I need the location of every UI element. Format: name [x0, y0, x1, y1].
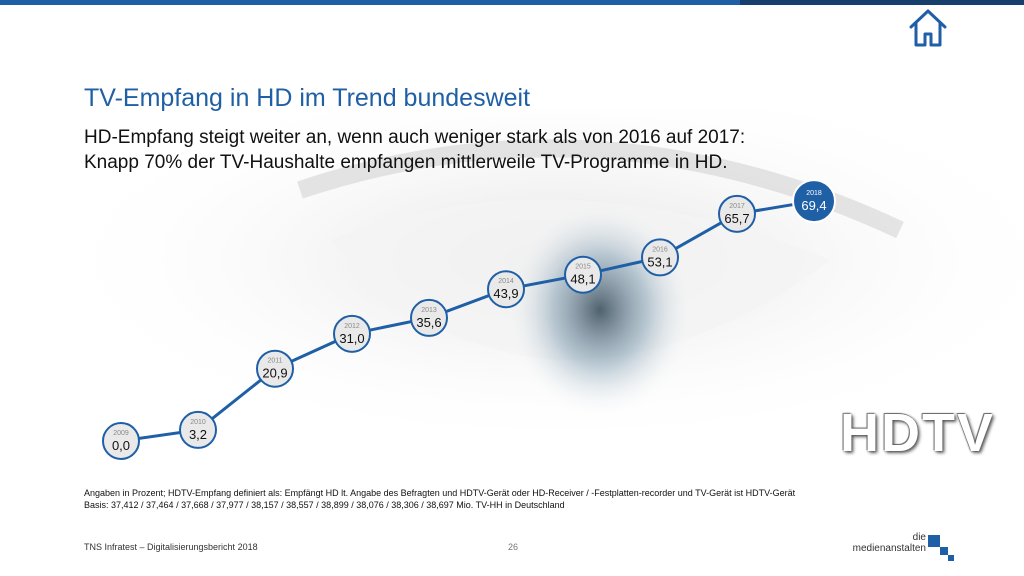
subtitle-line-1: HD-Empfang steigt weiter an, wenn auch w… — [84, 127, 746, 148]
data-point-2017 — [718, 194, 756, 233]
footer-source: TNS Infratest – Digitalisierungsbericht … — [84, 542, 258, 552]
value-label-2009: 0,0 — [112, 438, 130, 453]
data-point-2011 — [256, 349, 294, 388]
chart-note: Angaben in Prozent; HDTV-Empfang definie… — [84, 487, 795, 511]
value-label-2017: 65,7 — [724, 211, 749, 226]
slide-subtitle: HD-Empfang steigt weiter an, wenn auch w… — [84, 125, 745, 175]
top-accent-bar-dark — [740, 0, 1024, 5]
home-icon[interactable] — [906, 6, 950, 50]
value-label-2016: 53,1 — [647, 254, 672, 269]
year-label-2010: 2010 — [190, 419, 206, 426]
value-label-2015: 48,1 — [570, 272, 595, 287]
subtitle-line-2: Knapp 70% der TV-Haushalte empfangen mit… — [84, 152, 728, 173]
medienanstalten-logo-icon — [928, 535, 956, 561]
data-point-2010 — [179, 410, 217, 449]
value-label-2014: 43,9 — [493, 286, 518, 301]
logo-text-medienanstalten: medienanstalten — [852, 543, 926, 554]
data-point-2015 — [564, 255, 602, 294]
year-label-2018: 2018 — [806, 190, 822, 197]
year-label-2009: 2009 — [113, 430, 129, 437]
value-label-2018: 69,4 — [801, 198, 826, 213]
value-label-2013: 35,6 — [416, 315, 441, 330]
data-point-2018 — [792, 179, 836, 224]
year-label-2017: 2017 — [729, 203, 745, 210]
data-point-2016 — [641, 238, 679, 277]
year-label-2011: 2011 — [267, 358, 282, 365]
value-label-2011: 20,9 — [262, 366, 287, 381]
slide-title: TV-Empfang in HD im Trend bundesweit — [84, 84, 531, 112]
data-point-2009 — [102, 422, 140, 460]
note-definition: Angaben in Prozent; HDTV-Empfang definie… — [84, 488, 796, 498]
top-accent-bar — [0, 0, 1024, 5]
year-label-2012: 2012 — [344, 323, 360, 330]
year-label-2013: 2013 — [421, 307, 437, 314]
data-point-2014 — [487, 270, 525, 309]
page-number: 26 — [508, 542, 519, 552]
data-point-2012 — [333, 314, 371, 353]
medienanstalten-logo-text: die medienanstalten — [840, 532, 926, 554]
logo-text-die: die — [912, 532, 926, 543]
year-label-2016: 2016 — [652, 246, 668, 253]
value-label-2010: 3,2 — [189, 427, 207, 442]
hdtv-watermark: HDTV — [840, 403, 995, 463]
note-basis: Basis: 37,412 / 37,464 / 37,668 / 37,977… — [84, 500, 565, 510]
year-label-2015: 2015 — [575, 264, 591, 271]
value-label-2012: 31,0 — [339, 331, 364, 346]
data-point-2013 — [410, 298, 448, 337]
year-label-2014: 2014 — [498, 278, 514, 285]
series-line — [120, 199, 815, 443]
